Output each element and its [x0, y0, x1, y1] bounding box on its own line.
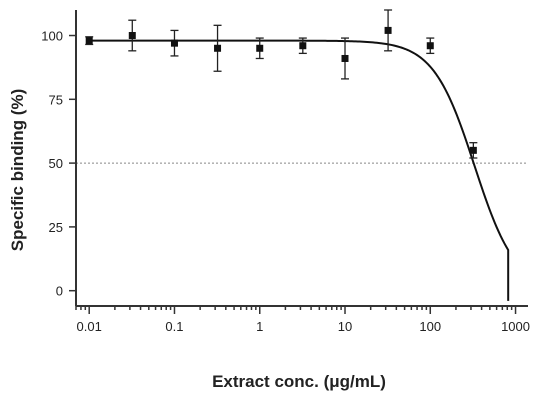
- data-marker: [170, 39, 178, 47]
- x-tick-label: 1000: [501, 319, 530, 334]
- data-point: [255, 37, 264, 60]
- y-tick-label: 75: [49, 92, 63, 107]
- y-axis-title: Specific binding (%): [8, 89, 27, 251]
- x-tick-label: 1: [256, 319, 263, 334]
- data-marker: [341, 54, 349, 62]
- data-marker: [128, 32, 136, 40]
- y-tick-label: 50: [49, 156, 63, 171]
- data-point: [298, 37, 307, 55]
- data-points: [85, 9, 478, 159]
- x-tick-label: 100: [419, 319, 441, 334]
- data-marker: [426, 42, 434, 50]
- data-point: [85, 36, 94, 46]
- x-axis: 0.01 0.1 1 10 100 1000: [75, 305, 530, 334]
- x-tick-label: 0.1: [165, 319, 183, 334]
- data-point: [213, 24, 222, 72]
- y-tick-label: 25: [49, 220, 63, 235]
- data-point: [469, 142, 478, 159]
- data-point: [128, 19, 137, 52]
- fit-curve: [89, 39, 510, 301]
- x-tick-label: 10: [338, 319, 352, 334]
- x-axis-title: Extract conc. (μg/mL): [212, 372, 386, 391]
- data-marker: [384, 26, 392, 34]
- data-marker: [85, 37, 93, 45]
- data-point: [426, 37, 435, 55]
- x-tick-label: 0.01: [77, 319, 102, 334]
- data-point: [384, 9, 393, 52]
- data-marker: [256, 44, 264, 52]
- data-point: [341, 37, 350, 80]
- data-marker: [214, 44, 222, 52]
- y-tick-label: 0: [56, 284, 63, 299]
- data-marker: [299, 42, 307, 50]
- data-marker: [469, 146, 477, 154]
- data-point: [170, 29, 179, 57]
- y-axis: 0 25 50 75 100: [41, 10, 77, 306]
- y-tick-label: 100: [41, 29, 63, 44]
